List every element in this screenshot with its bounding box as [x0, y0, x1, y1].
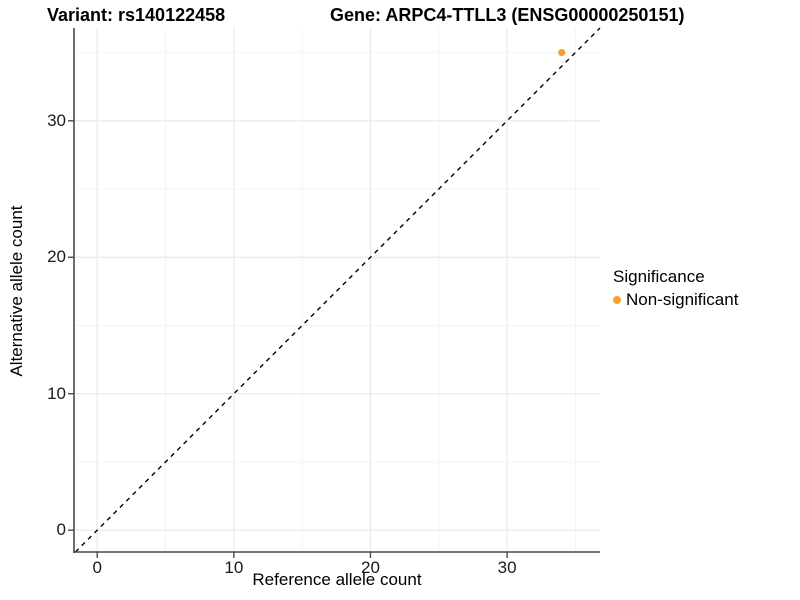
legend-item-label: Non-significant	[626, 290, 739, 309]
gene-title: Gene: ARPC4-TTLL3 (ENSG00000250151)	[330, 5, 685, 25]
legend-title: Significance	[613, 267, 705, 286]
x-tick-label: 20	[361, 558, 380, 577]
y-tick-label: 30	[47, 110, 66, 130]
legend: Significance Non-significant	[613, 267, 738, 310]
legend-point-icon	[613, 296, 621, 304]
y-tick-label: 0	[56, 520, 66, 540]
y-tick-label: 20	[47, 247, 66, 267]
variant-title: Variant: rs140122458	[47, 5, 226, 25]
data-point	[558, 48, 566, 57]
x-axis-title: Reference allele count	[252, 570, 422, 589]
y-tick-label: 10	[47, 383, 66, 403]
x-tick-label: 30	[497, 558, 517, 577]
x-tick-label: 0	[92, 558, 102, 577]
legend-item-non-significant: Non-significant	[613, 290, 738, 310]
x-tick-label: 10	[224, 558, 244, 577]
identity-line	[74, 27, 601, 553]
y-axis-title: Alternative allele count	[7, 205, 26, 377]
